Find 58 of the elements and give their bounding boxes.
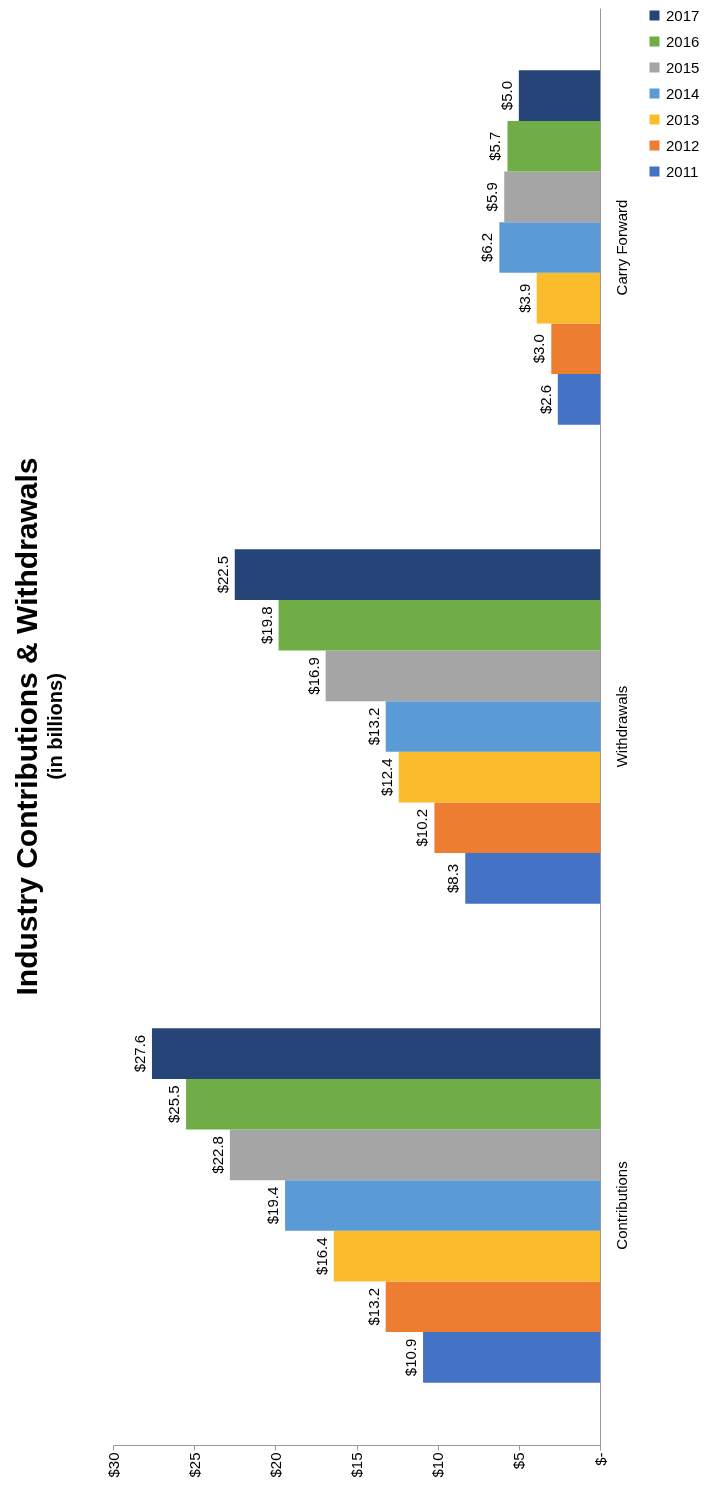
bar [499, 222, 600, 273]
bar [507, 120, 600, 172]
x-tick-label: $5 [510, 1452, 528, 1470]
bar [278, 599, 600, 651]
data-label: $13.2 [364, 707, 382, 746]
data-label: $5.9 [483, 182, 501, 212]
x-tick-label: $30 [104, 1452, 122, 1478]
data-label: $6.2 [478, 232, 496, 263]
bar [465, 853, 600, 904]
bar [434, 802, 600, 854]
bar [551, 323, 600, 375]
data-label: $5.7 [486, 131, 504, 161]
x-tick-label: $25 [185, 1452, 203, 1478]
legend-label: 2011 [666, 162, 699, 180]
text: (in billions) [44, 673, 66, 780]
bar [536, 272, 600, 324]
data-label: $19.4 [264, 1186, 282, 1225]
bar [398, 751, 600, 803]
data-label: $22.8 [208, 1136, 226, 1174]
legend-label: 2017 [666, 6, 700, 24]
bar [151, 1028, 600, 1079]
data-label: $25.5 [165, 1085, 183, 1123]
bar [285, 1180, 600, 1231]
legend-label: 2015 [666, 58, 700, 76]
y-tick-label: Contributions [612, 1161, 630, 1250]
text: Industry Contributions & Withdrawals [10, 457, 43, 996]
data-label: $12.4 [377, 758, 395, 796]
bar [385, 1281, 600, 1333]
bar [518, 70, 600, 121]
data-label: $19.8 [257, 606, 275, 644]
x-tick-label: $- [591, 1452, 609, 1466]
x-tick-label: $15 [348, 1452, 365, 1478]
y-tick-label: Carry Forward [612, 199, 630, 296]
legend-label: 2013 [666, 110, 700, 128]
bar [333, 1230, 600, 1282]
x-tick-label: $20 [266, 1452, 284, 1478]
data-label: $16.4 [312, 1237, 330, 1275]
legend-label: 2016 [666, 32, 700, 50]
data-label: $22.5 [213, 555, 231, 594]
bar [557, 374, 600, 425]
data-label: $8.3 [444, 863, 462, 894]
bar [186, 1078, 600, 1130]
bar [234, 549, 600, 600]
data-label: $10.2 [413, 809, 431, 847]
legend-label: 2014 [666, 84, 700, 102]
data-label: $5.0 [497, 80, 515, 111]
data-label: $3.0 [530, 334, 548, 364]
bar [385, 701, 600, 752]
legend-label: 2012 [666, 136, 700, 154]
data-label: $3.9 [515, 283, 533, 313]
bar [423, 1332, 600, 1383]
data-label: $16.9 [304, 657, 322, 695]
data-label: $2.6 [536, 384, 554, 415]
y-tick-label: Withdrawals [612, 685, 630, 768]
data-label: $10.9 [402, 1338, 420, 1377]
data-label: $27.6 [130, 1034, 148, 1073]
x-tick-label: $10 [429, 1452, 447, 1478]
data-label: $13.2 [364, 1288, 382, 1326]
